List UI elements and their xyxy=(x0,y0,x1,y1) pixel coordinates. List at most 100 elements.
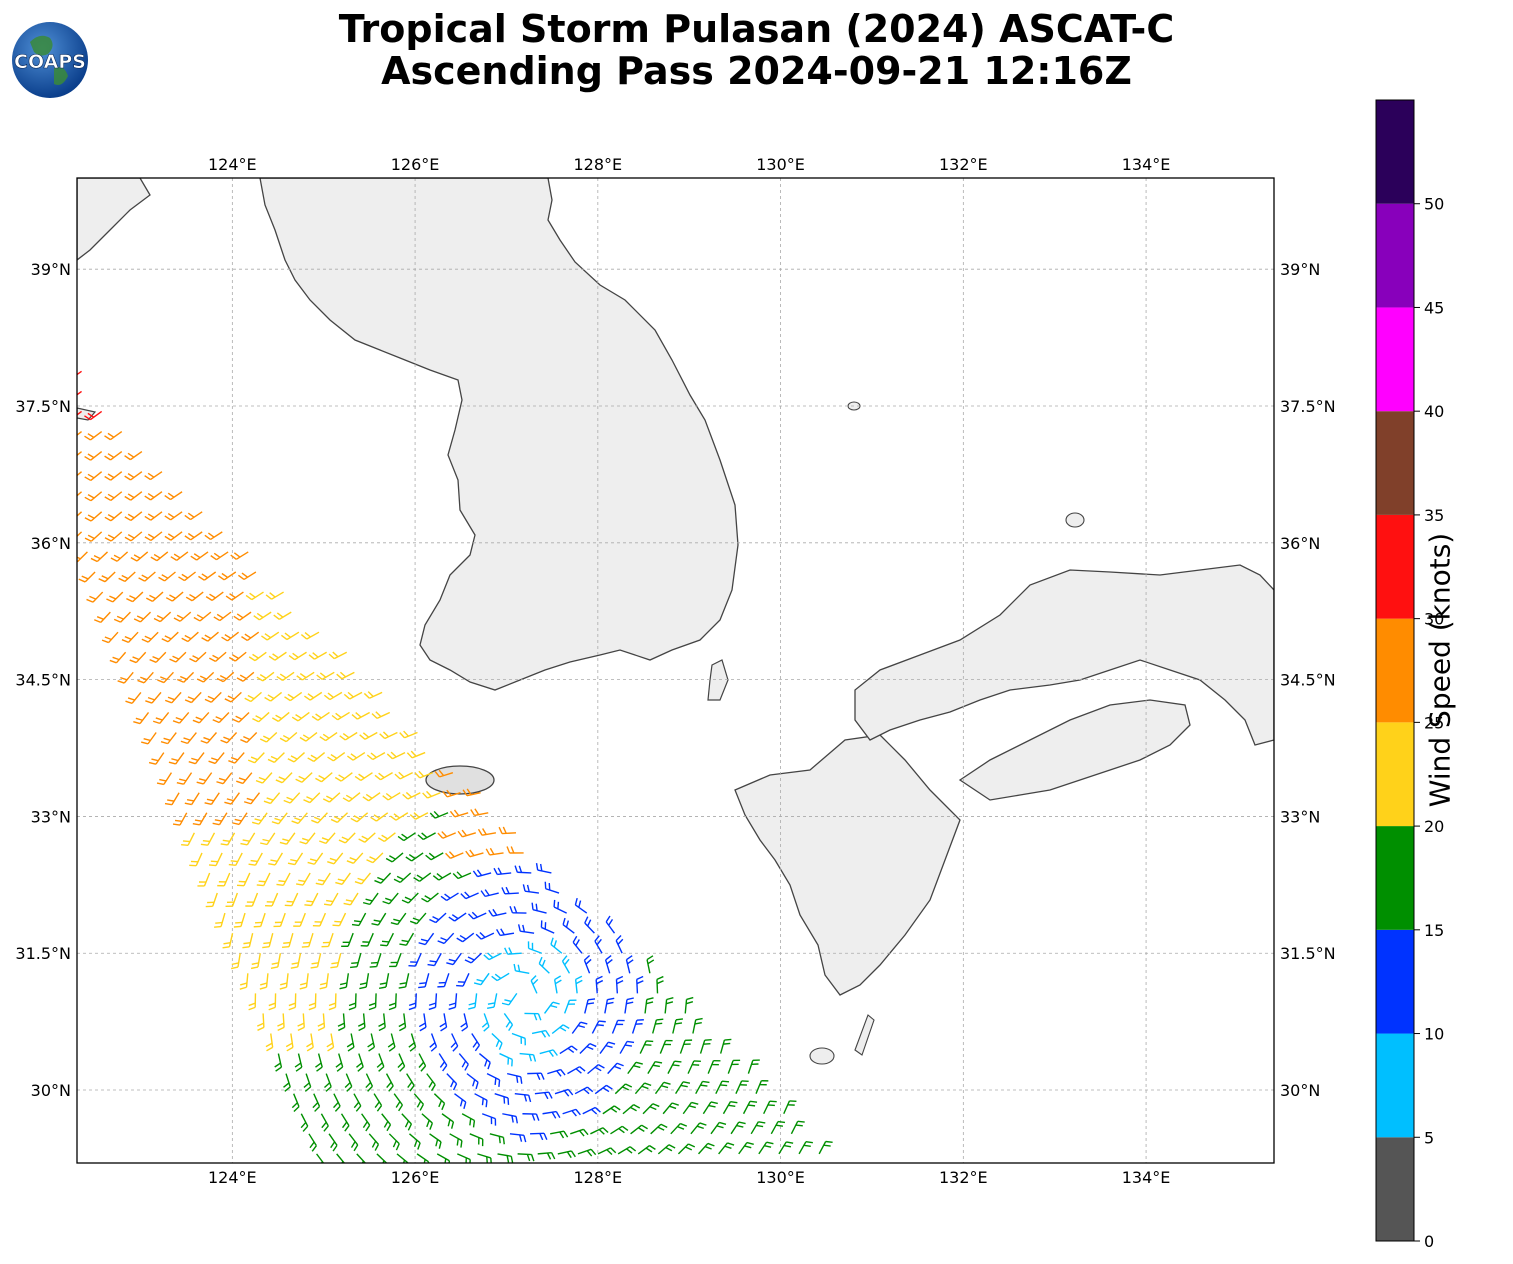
wind-barb xyxy=(594,935,603,954)
wind-barb xyxy=(259,732,278,743)
wind-barb xyxy=(692,1017,703,1034)
wind-barb xyxy=(94,611,111,624)
wind-barb xyxy=(343,691,363,700)
wind-barb xyxy=(380,932,394,947)
wind-barb xyxy=(285,1033,294,1052)
wind-barb xyxy=(335,872,351,885)
wind-barb xyxy=(84,471,103,482)
wind-barb xyxy=(176,772,193,785)
wind-barb xyxy=(201,631,219,642)
wind-barb xyxy=(368,1133,380,1151)
wind-barb xyxy=(319,832,336,845)
wind-barb xyxy=(341,932,354,947)
wind-barb xyxy=(113,611,131,623)
wind-barb xyxy=(212,812,228,826)
colorbar-frame xyxy=(1375,99,1415,1242)
wind-barb xyxy=(567,1066,586,1075)
wind-barb xyxy=(164,531,183,541)
wind-barb xyxy=(682,1101,699,1115)
colorbar-bin xyxy=(1376,203,1414,308)
wind-barb xyxy=(602,1105,621,1115)
wind-barb xyxy=(359,973,370,990)
wind-barb xyxy=(371,912,387,926)
wind-barb xyxy=(464,952,482,964)
wind-barb xyxy=(338,832,356,844)
colorbar-bin xyxy=(1376,722,1414,827)
wind-barb xyxy=(398,1013,407,1032)
wind-barb xyxy=(118,571,136,583)
wind-barb xyxy=(220,832,236,846)
wind-barb xyxy=(433,1093,446,1111)
wind-barb xyxy=(104,511,123,522)
wind-barb xyxy=(469,1133,484,1147)
wind-barb xyxy=(204,792,220,805)
wind-barb xyxy=(217,872,231,887)
wind-barb xyxy=(141,732,157,745)
shikoku-island xyxy=(958,699,1191,801)
wind-barb xyxy=(133,712,150,725)
wind-barb xyxy=(550,1130,569,1139)
wind-barb xyxy=(722,1100,738,1115)
wind-barb xyxy=(177,671,195,683)
wind-barb xyxy=(379,731,398,740)
wind-barb xyxy=(326,1033,335,1052)
wind-barb xyxy=(582,1106,601,1115)
wind-barb xyxy=(397,832,416,842)
wind-barb xyxy=(268,651,287,661)
wind-barb xyxy=(319,973,329,990)
wind-barb xyxy=(562,1108,581,1117)
wind-barb xyxy=(144,471,163,481)
wind-barb xyxy=(695,1080,710,1095)
wind-barb xyxy=(178,571,196,582)
wind-barb xyxy=(418,1053,427,1072)
wind-barb xyxy=(192,812,208,826)
lat-tick-label: 34.5°N xyxy=(1280,671,1336,690)
wind-barb xyxy=(738,1141,754,1155)
wind-barb xyxy=(160,732,177,745)
wind-barb xyxy=(647,1060,663,1074)
wind-barb xyxy=(273,912,286,928)
wind-barb xyxy=(333,1093,341,1112)
wind-barb xyxy=(125,691,142,704)
wind-barb xyxy=(369,953,382,968)
chart-title-line2: Ascending Pass 2024-09-21 12:16Z xyxy=(381,49,1132,93)
wind-barb xyxy=(406,750,426,759)
wind-barb xyxy=(357,1013,366,1032)
wind-barb xyxy=(299,973,309,990)
wind-barb xyxy=(104,471,123,481)
wind-barb xyxy=(630,1124,648,1135)
wind-barb xyxy=(279,973,289,990)
wind-barb xyxy=(446,1073,458,1091)
wind-barbs xyxy=(77,370,833,1163)
wind-barb xyxy=(390,912,407,926)
wind-barb xyxy=(572,935,583,954)
lon-tick-label: 128°E xyxy=(574,155,623,174)
wind-barb xyxy=(460,1013,469,1032)
wind-barb xyxy=(727,1059,741,1074)
wind-barb xyxy=(483,952,502,961)
wind-barb xyxy=(248,852,263,866)
wind-barb xyxy=(527,941,542,954)
wind-barb xyxy=(659,1039,673,1054)
wind-barb xyxy=(470,808,489,817)
wind-barb xyxy=(366,852,384,864)
wind-barb xyxy=(413,1093,425,1111)
wind-barb xyxy=(284,892,299,907)
wind-barb xyxy=(378,973,390,990)
wind-barb xyxy=(742,1100,758,1115)
colorbar-tick-label: 45 xyxy=(1424,298,1444,317)
wind-barb xyxy=(256,671,275,682)
wind-barb xyxy=(456,932,475,943)
wind-barb xyxy=(224,792,240,805)
wind-barb xyxy=(561,955,571,974)
wind-barb xyxy=(276,671,295,681)
wind-barb xyxy=(408,993,417,1011)
wind-barb xyxy=(474,1093,488,1108)
wind-barb xyxy=(216,772,233,785)
lat-tick-label: 33°N xyxy=(1280,807,1320,826)
wind-barb xyxy=(634,1082,652,1095)
wind-barb xyxy=(265,892,279,907)
wind-barb xyxy=(253,611,272,621)
wind-barb xyxy=(365,1073,374,1092)
wind-barb xyxy=(168,752,185,765)
